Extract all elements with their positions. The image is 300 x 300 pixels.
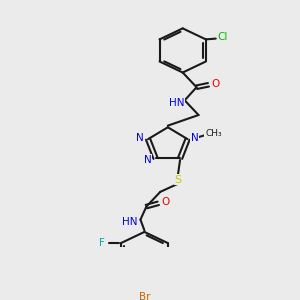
Text: S: S bbox=[175, 175, 182, 184]
Text: HN: HN bbox=[122, 217, 137, 227]
Text: HN: HN bbox=[169, 98, 184, 108]
Text: Br: Br bbox=[139, 292, 150, 300]
Text: O: O bbox=[211, 79, 220, 89]
Text: N: N bbox=[191, 133, 198, 142]
Text: CH₃: CH₃ bbox=[205, 129, 222, 138]
Text: N: N bbox=[136, 133, 144, 143]
Text: F: F bbox=[100, 238, 105, 248]
Text: Cl: Cl bbox=[218, 32, 228, 42]
Text: O: O bbox=[161, 197, 169, 208]
Text: N: N bbox=[144, 155, 152, 165]
